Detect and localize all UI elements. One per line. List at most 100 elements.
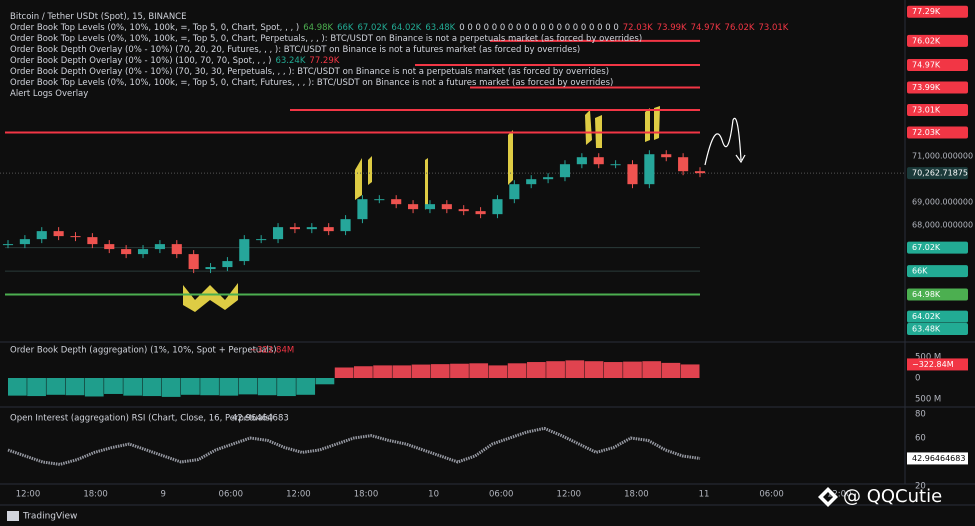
candle-body	[559, 164, 571, 178]
candle-body	[492, 199, 503, 215]
price-label: 70,262.71875	[912, 169, 968, 178]
price-label: 72.03K	[912, 128, 941, 137]
price-label-box	[907, 265, 968, 278]
rsi-value-box	[907, 452, 968, 465]
time-label: 06:00	[219, 490, 244, 500]
highlights	[183, 106, 660, 312]
pane-value: −322.84M	[250, 346, 294, 356]
depth-bar	[623, 361, 642, 378]
depth-bar	[84, 378, 104, 397]
candle-body	[222, 261, 233, 268]
depth-bar	[680, 364, 700, 378]
candle-body	[694, 171, 706, 174]
depth-tick: 0	[915, 374, 920, 384]
candle-body	[678, 157, 689, 172]
price-label: 63.48K	[912, 324, 941, 333]
brand: TradingView	[7, 511, 77, 522]
time-label: 12:00	[557, 490, 582, 500]
time-label: 9	[160, 490, 165, 500]
candle-body	[543, 177, 554, 180]
candle-body	[2, 244, 14, 246]
depth-bar	[65, 378, 85, 396]
price-label: 73.99K	[912, 83, 941, 92]
legend-part: 63.48K	[425, 23, 455, 33]
candle-body	[256, 239, 267, 241]
watermark: @ QQCutie	[818, 486, 942, 507]
candle-body	[593, 157, 604, 165]
pane-value: 42.96464683	[232, 414, 289, 424]
candle-body	[171, 244, 182, 255]
time-label: 18:00	[624, 490, 649, 500]
price-label-box	[907, 34, 968, 47]
separators	[0, 0, 975, 506]
time-label: 12:00	[16, 490, 41, 500]
brand-name: TradingView	[22, 512, 77, 522]
price-label: 64.98K	[912, 290, 941, 299]
price-label-box	[907, 322, 968, 335]
depth-tick: 500 M	[915, 353, 941, 363]
depth-bar	[584, 361, 604, 378]
candle-body	[610, 164, 621, 166]
depth-bar	[354, 366, 373, 378]
candle-body	[323, 227, 334, 232]
watermark-text: @ QQCutie	[843, 486, 942, 507]
legend-part: Alert Logs Overlay	[10, 89, 88, 99]
depth-bar	[142, 378, 162, 397]
candle-body	[121, 249, 132, 255]
pane-title: Open Interest (aggregation) RSI (Chart, …	[10, 414, 273, 424]
depth-bar	[238, 378, 258, 395]
legend-line: Order Book Top Levels (0%, 10%, 100k, =,…	[10, 78, 613, 88]
price-label-box	[907, 241, 968, 254]
price-label: 68,000.000000	[912, 221, 973, 230]
candle-body	[374, 199, 385, 201]
depth-bar	[181, 378, 200, 395]
depth-bar	[546, 361, 565, 378]
time-label: 06:00	[759, 490, 784, 500]
candle-body	[306, 227, 317, 230]
legend-line: Order Book Top Levels (0%, 10%, 100k, =,…	[10, 34, 642, 44]
depth-bar	[507, 363, 527, 378]
depth-bar	[27, 378, 46, 397]
candle-body	[87, 237, 98, 245]
legend-part: 66K	[337, 23, 354, 33]
price-label-box	[907, 288, 968, 301]
price-label: 74.97K	[912, 61, 941, 70]
candle-body	[104, 244, 115, 250]
hand-drawn-arrow	[704, 117, 746, 166]
depth-bar	[46, 378, 66, 395]
candle-body	[391, 199, 402, 205]
rsi-tick: 20	[915, 482, 926, 492]
legend-part: Order Book Depth Overlay (0% - 10%) (100…	[10, 56, 271, 66]
price-label: 69,000.000000	[912, 198, 973, 207]
time-label: 12:00	[286, 490, 311, 500]
candle-body	[188, 254, 199, 270]
time-label: 18:00	[83, 490, 108, 500]
legend-part: Order Book Top Levels (0%, 10%, 100k, =,…	[10, 34, 642, 44]
legend-part: Order Book Top Levels (0%, 10%, 100k, =,…	[10, 23, 299, 33]
price-label-box	[907, 59, 968, 72]
legend-part: 64.98K	[303, 23, 333, 33]
price-label: 64.02K	[912, 312, 941, 321]
legend-line: Order Book Top Levels (0%, 10%, 100k, =,…	[10, 23, 789, 33]
candle-body	[205, 267, 216, 270]
depth-bar	[104, 378, 123, 394]
rsi-tick: 60	[915, 434, 926, 444]
legend-part: 77.29K	[309, 56, 339, 66]
price-label: 77.29K	[912, 7, 941, 16]
legend-line: Alert Logs Overlay	[10, 89, 88, 99]
legend-part: Bitcoin / Tether USDt (Spot), 15, BINANC…	[10, 12, 187, 22]
price-label-box	[907, 104, 968, 117]
legend-part: 64.02K	[391, 23, 421, 33]
main-pane: 77.29K 76.02K 74.97K 73.99K 73.01K 72.03K 71,0…	[0, 5, 973, 500]
candle-body	[627, 164, 638, 185]
candle-body	[19, 239, 30, 245]
candle-body	[154, 244, 165, 250]
depth-bar	[296, 378, 316, 395]
legend-part: 72.03K	[623, 23, 653, 33]
depth-bar	[469, 363, 489, 378]
candle-body	[644, 154, 655, 185]
legend-part: Order Book Depth Overlay (0% - 10%) (70,…	[10, 45, 580, 55]
rsi-tick: 80	[915, 410, 926, 420]
candle-body	[36, 231, 47, 240]
